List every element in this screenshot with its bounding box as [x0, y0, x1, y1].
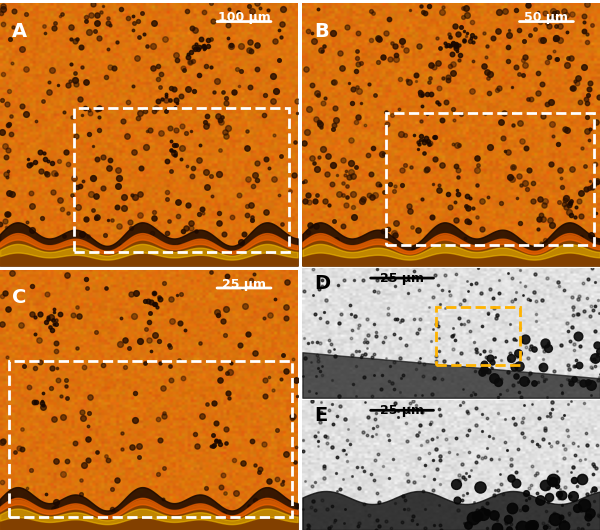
Text: 50 μm: 50 μm — [524, 11, 568, 24]
Bar — [74, 108, 289, 252]
Text: 25 μm: 25 μm — [380, 271, 424, 285]
Text: 25 μm: 25 μm — [222, 278, 266, 290]
Text: A: A — [12, 22, 27, 40]
Text: D: D — [314, 274, 331, 293]
Bar — [436, 307, 520, 365]
Text: B: B — [314, 22, 329, 40]
Text: 25 μm: 25 μm — [380, 404, 424, 417]
Bar — [9, 361, 292, 517]
Text: C: C — [12, 288, 26, 307]
Text: E: E — [314, 407, 328, 426]
Text: 100 μm: 100 μm — [218, 11, 271, 24]
Bar — [386, 113, 594, 244]
